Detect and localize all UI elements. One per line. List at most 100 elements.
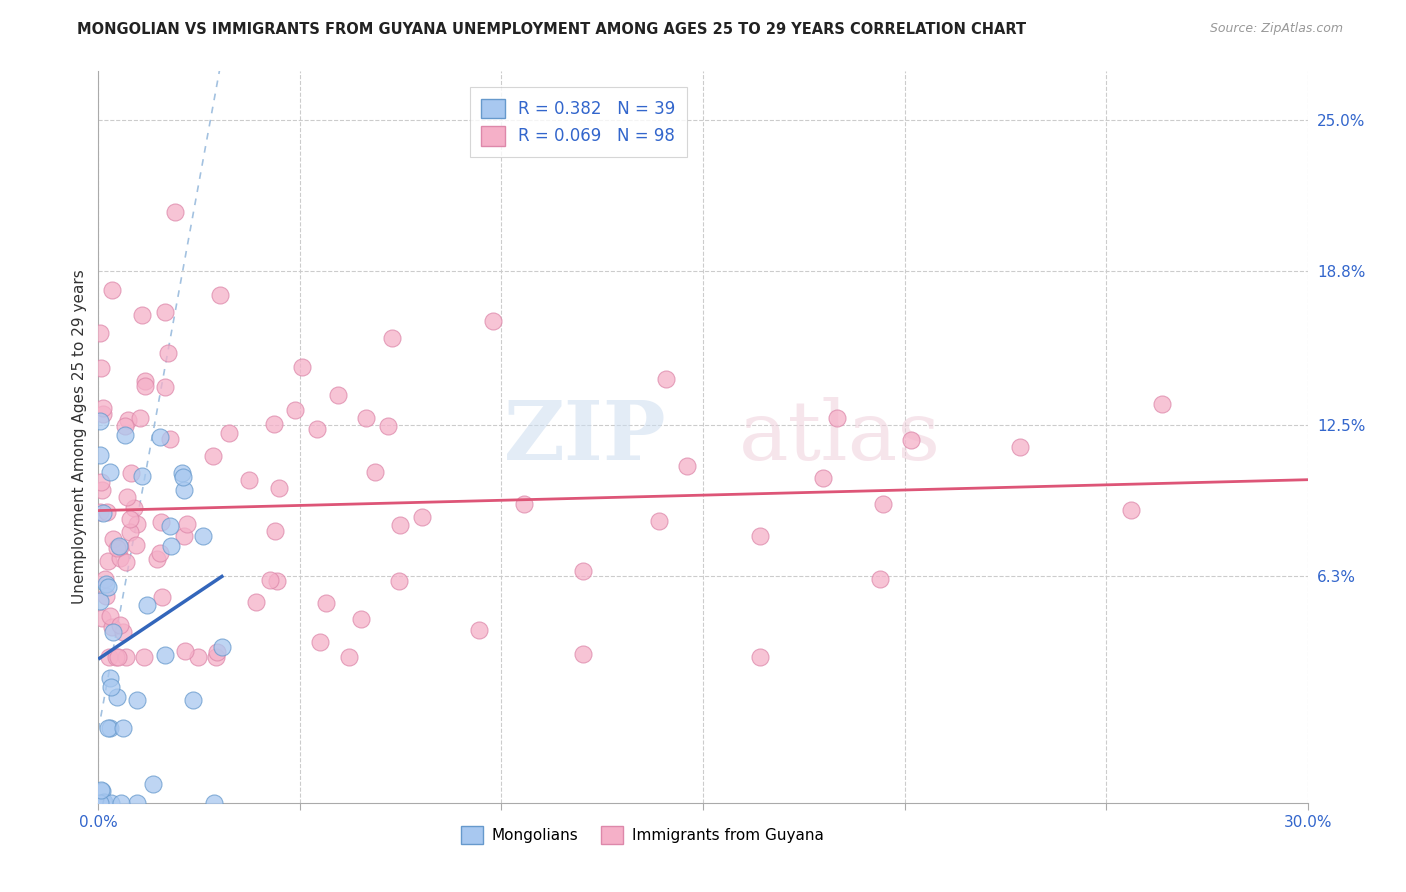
Point xyxy=(89,414,111,428)
Point xyxy=(356,410,378,425)
Point xyxy=(176,516,198,531)
Point xyxy=(127,517,149,532)
Point xyxy=(193,529,215,543)
Point xyxy=(153,379,176,393)
Point xyxy=(114,427,136,442)
Point xyxy=(208,287,231,301)
Point xyxy=(89,796,111,810)
Point xyxy=(122,501,145,516)
Point xyxy=(872,497,894,511)
Point xyxy=(1119,502,1142,516)
Point xyxy=(117,413,139,427)
Legend: Mongolians, Immigrants from Guyana: Mongolians, Immigrants from Guyana xyxy=(456,820,830,850)
Point xyxy=(1152,396,1174,410)
Point xyxy=(94,577,117,591)
Point xyxy=(869,573,891,587)
Point xyxy=(245,595,267,609)
Point xyxy=(467,624,489,638)
Point xyxy=(94,589,117,603)
Point xyxy=(291,359,314,374)
Point xyxy=(411,510,433,524)
Point xyxy=(482,314,505,328)
Point xyxy=(142,777,165,791)
Point xyxy=(900,433,922,447)
Point xyxy=(305,422,328,436)
Point xyxy=(648,514,671,528)
Point xyxy=(98,671,121,685)
Point xyxy=(157,345,180,359)
Point xyxy=(284,403,307,417)
Point xyxy=(389,517,412,532)
Point xyxy=(103,624,125,639)
Point xyxy=(218,426,240,441)
Point xyxy=(110,796,132,810)
Point xyxy=(1010,440,1032,454)
Point xyxy=(98,466,121,480)
Point xyxy=(93,407,115,421)
Point xyxy=(150,591,173,605)
Point xyxy=(96,505,118,519)
Point xyxy=(98,608,121,623)
Point xyxy=(93,401,115,415)
Point xyxy=(90,783,112,797)
Point xyxy=(91,506,114,520)
Point xyxy=(266,574,288,588)
Point xyxy=(131,469,153,483)
Point xyxy=(811,471,834,485)
Point xyxy=(125,537,148,551)
Point xyxy=(129,411,152,425)
Point xyxy=(97,580,120,594)
Point xyxy=(315,596,337,610)
Point xyxy=(134,374,156,388)
Point xyxy=(98,721,121,735)
Point xyxy=(97,554,120,568)
Point xyxy=(127,693,149,707)
Point xyxy=(749,529,772,543)
Point xyxy=(172,469,194,483)
Point xyxy=(388,574,411,589)
Point xyxy=(238,474,260,488)
Point xyxy=(91,784,114,798)
Point xyxy=(328,387,350,401)
Point xyxy=(90,475,112,489)
Point xyxy=(135,598,157,612)
Point xyxy=(205,649,228,664)
Point xyxy=(309,635,332,649)
Point xyxy=(181,693,204,707)
Point xyxy=(118,512,141,526)
Point xyxy=(100,680,122,694)
Point xyxy=(748,649,770,664)
Point xyxy=(825,410,848,425)
Point xyxy=(110,618,132,632)
Point xyxy=(201,449,224,463)
Point xyxy=(100,620,122,634)
Point xyxy=(377,418,399,433)
Point xyxy=(187,649,209,664)
Point xyxy=(105,541,128,555)
Point xyxy=(89,594,111,608)
Point xyxy=(205,645,228,659)
Point xyxy=(89,326,111,340)
Point xyxy=(264,524,287,538)
Point xyxy=(132,649,155,664)
Point xyxy=(98,649,121,664)
Point xyxy=(676,459,699,474)
Point xyxy=(572,564,595,578)
Point xyxy=(90,361,112,376)
Point xyxy=(269,481,291,495)
Point xyxy=(131,308,153,322)
Point xyxy=(202,796,225,810)
Point xyxy=(654,372,676,386)
Point xyxy=(153,304,176,318)
Point xyxy=(111,624,134,639)
Point xyxy=(110,550,132,565)
Point xyxy=(91,611,114,625)
Point xyxy=(159,432,181,446)
Point xyxy=(173,528,195,542)
Point xyxy=(364,465,387,479)
Point xyxy=(173,483,195,497)
Point xyxy=(101,532,124,546)
Point xyxy=(120,466,142,480)
Point xyxy=(111,722,134,736)
Point xyxy=(153,648,176,663)
